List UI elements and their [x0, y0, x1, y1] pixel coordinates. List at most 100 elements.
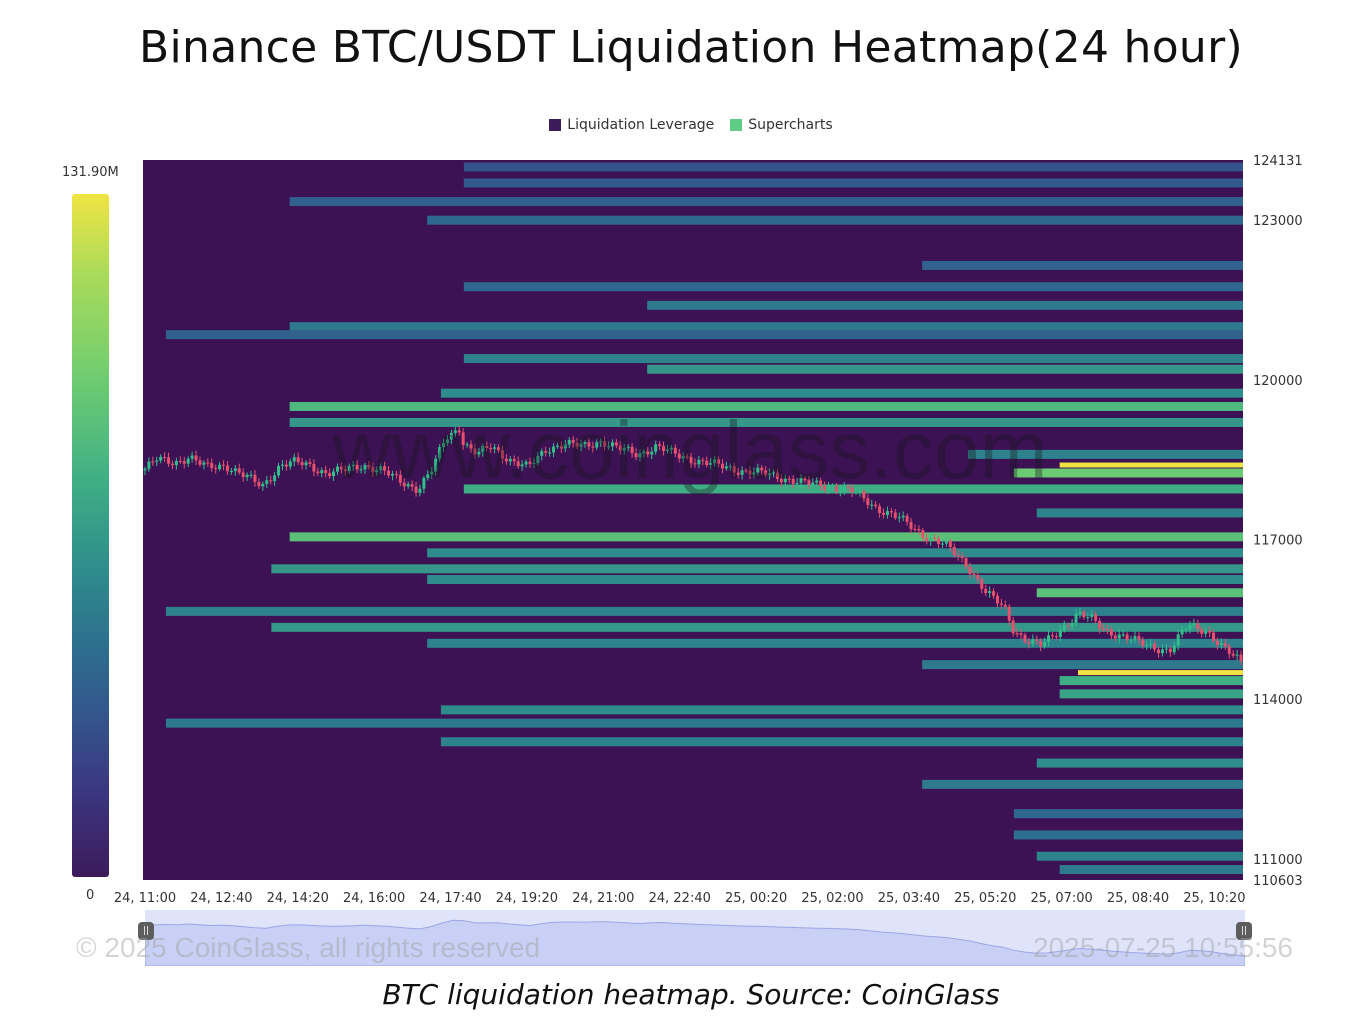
liquidation-band [463, 282, 1243, 292]
candle-body [909, 521, 913, 529]
candle-body [960, 556, 964, 559]
candle-body [394, 473, 398, 475]
candle-body [579, 443, 583, 447]
candle-body [626, 446, 630, 449]
candle-body [178, 461, 182, 463]
x-axis: 24, 11:00 24, 12:40 24, 14:20 24, 16:00 24, … [114, 891, 1246, 906]
candle-body [430, 471, 434, 475]
candle-body [889, 511, 893, 513]
liquidation-band [1059, 689, 1243, 699]
candle-body [316, 471, 320, 474]
candle-body [174, 461, 178, 466]
candle-body [548, 452, 552, 454]
heatmap-chart[interactable]: www.coinglass.com 124131 123000 120000 1170… [0, 0, 1360, 910]
candle-body [925, 537, 929, 542]
candle-body [163, 456, 167, 458]
candle-body [284, 464, 288, 467]
candle-body [438, 447, 442, 459]
candle-body [414, 486, 418, 493]
navigator-right-handle[interactable]: || [1236, 922, 1252, 940]
candle-body [685, 456, 689, 458]
candle-body [504, 458, 508, 462]
colorbar[interactable] [72, 194, 109, 877]
candle-body [257, 481, 261, 487]
candle-body [964, 558, 968, 567]
candle-body [222, 464, 226, 466]
x-tick-label: 24, 21:00 [572, 891, 634, 906]
candle-body [669, 447, 673, 450]
candle-body [1070, 622, 1074, 627]
candle-body [198, 460, 202, 465]
candle-body [791, 478, 795, 484]
candle-body [1215, 640, 1219, 645]
navigator-left-handle[interactable]: || [138, 922, 154, 940]
candle-body [995, 595, 999, 604]
candle-body [838, 491, 842, 493]
candle-body [607, 446, 611, 448]
candle-body [143, 468, 147, 471]
candle-body [787, 478, 791, 480]
candle-body [634, 453, 638, 458]
candle-body [1105, 629, 1109, 631]
candle-body [434, 458, 438, 472]
candle-body [1054, 636, 1058, 638]
time-navigator[interactable] [144, 910, 1246, 967]
colorbar-max-label: 131.90M [62, 165, 119, 180]
candle-body [473, 448, 477, 455]
candle-body [842, 486, 846, 492]
candle-body [202, 462, 206, 465]
x-tick-label: 25, 10:20 [1183, 891, 1245, 906]
candle-body [249, 474, 253, 476]
candle-body [218, 464, 222, 470]
candle-body [689, 456, 693, 464]
candle-body [328, 473, 332, 477]
candle-body [186, 458, 190, 464]
candle-body [170, 463, 174, 466]
legend-item-supercharts[interactable]: Supercharts [730, 117, 833, 133]
candle-body [1172, 645, 1176, 653]
candle-body [1035, 639, 1039, 641]
candle-body [823, 486, 827, 490]
candle-body [807, 480, 811, 485]
candle-body [988, 591, 992, 593]
candle-body [779, 478, 783, 483]
candle-body [709, 462, 713, 466]
liquidation-band [1013, 468, 1243, 478]
candle-body [1098, 620, 1102, 629]
candle-body [885, 511, 889, 515]
candle-body [489, 448, 493, 450]
figure-caption: BTC liquidation heatmap. Source: CoinGla… [382, 978, 1000, 1011]
candle-body [1078, 611, 1082, 614]
candle-body [854, 491, 858, 493]
candle-body [591, 446, 595, 448]
candle-body [575, 442, 579, 447]
liquidation-band [1036, 851, 1243, 861]
candle-body [300, 462, 304, 466]
candle-body [630, 446, 634, 454]
candle-body [693, 463, 697, 465]
candle-body [1227, 646, 1231, 654]
y-tick-label: 110603 [1253, 874, 1303, 889]
liquidation-band [647, 364, 1243, 374]
candle-body [1160, 649, 1164, 654]
candle-body [913, 528, 917, 530]
candle-body [599, 441, 603, 443]
candle-body [603, 441, 607, 447]
candle-body [815, 480, 819, 483]
candle-body [827, 486, 831, 490]
candle-body [304, 462, 308, 466]
liquidation-band-peak [1059, 462, 1243, 468]
candle-body [728, 466, 732, 468]
x-tick-label: 24, 17:40 [419, 891, 481, 906]
liquidation-band [440, 388, 1244, 398]
candle-body [893, 512, 897, 518]
candle-body [870, 504, 874, 506]
candle-body [292, 457, 296, 462]
legend-item-liquidation-leverage[interactable]: Liquidation Leverage [549, 117, 714, 133]
candle-body [665, 449, 669, 452]
y-tick-label: 111000 [1253, 853, 1303, 868]
candle-body [532, 463, 536, 465]
candle-body [662, 446, 666, 452]
candle-body [937, 538, 941, 544]
y-tick-label: 124131 [1253, 154, 1303, 169]
